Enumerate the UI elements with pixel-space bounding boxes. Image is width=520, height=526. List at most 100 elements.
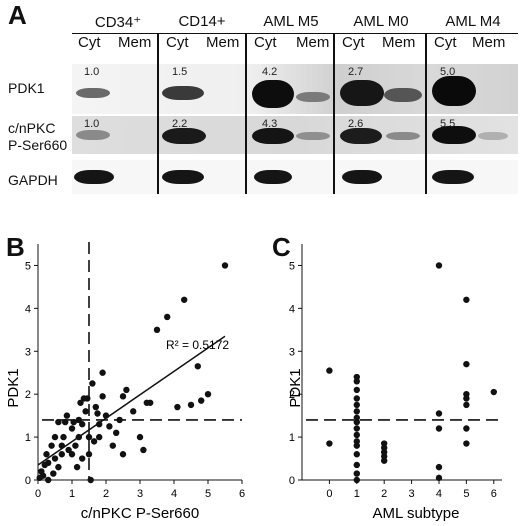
band-pdk1-m0-mem: [384, 88, 422, 102]
mem-label: Mem: [118, 34, 152, 51]
mem-label: Mem: [382, 34, 416, 51]
b-data-point: [55, 463, 62, 471]
c-data-point: [353, 386, 360, 394]
b-data-point: [106, 423, 113, 430]
c-data-point: [353, 461, 360, 469]
c-data-point: [353, 408, 360, 415]
band-pkc-m4-cyt: [432, 126, 476, 144]
band-pdk1-cd14-cyt: [162, 86, 204, 100]
c-data-point: [353, 476, 360, 484]
c-data-point: [353, 418, 360, 426]
b-x-tick-label: 0: [35, 488, 41, 500]
group-separator: [333, 34, 335, 194]
band-pdk1-m4-cyt: [432, 76, 476, 106]
b-x-tick-label: 5: [205, 488, 211, 500]
c-data-point: [435, 425, 443, 432]
group-separator: [425, 34, 427, 194]
mem-label: Mem: [472, 34, 506, 51]
c-data-point: [353, 395, 360, 402]
band-pkc-m5-mem: [296, 132, 330, 140]
b-data-point: [84, 395, 91, 402]
band-pkc-cd34-cyt: [76, 130, 110, 140]
b-data-point: [68, 451, 76, 458]
b-data-point: [119, 393, 127, 400]
b-x-tick-label: 2: [103, 488, 109, 500]
b-data-point: [136, 433, 144, 441]
b-data-point: [75, 433, 83, 441]
c-data-point: [463, 425, 470, 432]
b-data-point: [140, 446, 147, 454]
c-x-tick-label: 3: [409, 488, 415, 500]
c-data-point: [463, 296, 470, 303]
quant-pkc-m5: 4.3: [262, 118, 278, 130]
b-data-point: [99, 369, 106, 376]
b-data-point: [119, 451, 127, 458]
b-data-point: [102, 412, 110, 419]
b-data-point: [194, 363, 201, 370]
panel-letter-a: A: [8, 0, 27, 30]
b-data-point: [82, 408, 89, 415]
c-data-point: [435, 463, 443, 471]
b-data-point: [51, 433, 59, 441]
b-data-point: [70, 418, 77, 426]
b-data-point: [181, 296, 188, 303]
band-pkc-cd14-cyt: [162, 128, 206, 144]
c-data-point: [463, 395, 470, 402]
c-data-point: [326, 440, 333, 447]
b-y-tick-label: 1: [25, 432, 31, 444]
c-y-tick-label: 4: [289, 303, 295, 315]
c-x-tick-label: 6: [491, 488, 497, 500]
cyt-label: Cyt: [434, 34, 457, 51]
band-gapdh-cd14-cyt: [162, 170, 204, 184]
c-data-point: [435, 262, 443, 269]
b-data-point: [65, 446, 72, 454]
c-x-tick-label: 1: [354, 488, 360, 500]
b-data-point: [45, 476, 52, 484]
quant-pdk1-m5: 4.2: [262, 66, 278, 78]
quant-pdk1-cd14: 1.5: [172, 66, 188, 78]
group-separator: [245, 34, 247, 194]
row-label-gapdh: GAPDH: [8, 172, 58, 188]
c-data-point: [463, 440, 470, 447]
c-data-point: [463, 360, 470, 368]
b-data-point: [51, 455, 59, 462]
b-data-point: [73, 463, 81, 471]
c-x-tick-label: 4: [436, 488, 442, 500]
quant-pdk1-cd34: 1.0: [84, 66, 100, 78]
b-data-point: [116, 416, 123, 424]
b-data-point: [87, 476, 94, 484]
panel-letter-c: C: [272, 232, 291, 262]
c-data-point: [353, 470, 360, 477]
b-data-point: [96, 433, 103, 441]
c-y-tick-label: 1: [289, 432, 295, 444]
group-label-aml-m4: AML M4: [445, 13, 501, 30]
b-annotation: R² = 0.5172: [166, 338, 229, 352]
b-data-point: [55, 418, 62, 426]
b-data-point: [130, 408, 137, 415]
b-data-point: [99, 393, 106, 400]
b-y-tick-label: 5: [25, 260, 31, 272]
quant-pkc-cd34: 1.0: [84, 118, 100, 130]
quant-pdk1-m4: 5.0: [440, 66, 456, 78]
band-pkc-m0-mem: [386, 132, 420, 140]
b-y-tick-label: 3: [25, 346, 31, 358]
b-data-point: [90, 438, 98, 445]
band-pdk1-m5-cyt: [252, 80, 294, 108]
c-data-point: [490, 388, 497, 396]
band-gapdh-cd34-cyt: [74, 170, 114, 184]
b-data-point: [174, 403, 181, 411]
band-pdk1-m0-cyt: [340, 80, 384, 106]
c-y-tick-label: 3: [289, 346, 295, 358]
mem-label: Mem: [296, 34, 330, 51]
panel-letter-b: B: [6, 232, 25, 262]
c-ylabel: PDK1: [287, 368, 304, 407]
b-data-point: [39, 472, 47, 479]
c-y-tick-label: 5: [289, 260, 295, 272]
group-label-cd14: CD14+: [178, 13, 226, 30]
quant-pkc-cd14: 2.2: [172, 118, 188, 130]
c-data-point: [353, 431, 360, 439]
b-ylabel: PDK1: [5, 368, 22, 407]
group-label-aml-m5: AML M5: [263, 13, 319, 30]
b-data-point: [58, 442, 65, 449]
group-separator: [157, 34, 159, 194]
